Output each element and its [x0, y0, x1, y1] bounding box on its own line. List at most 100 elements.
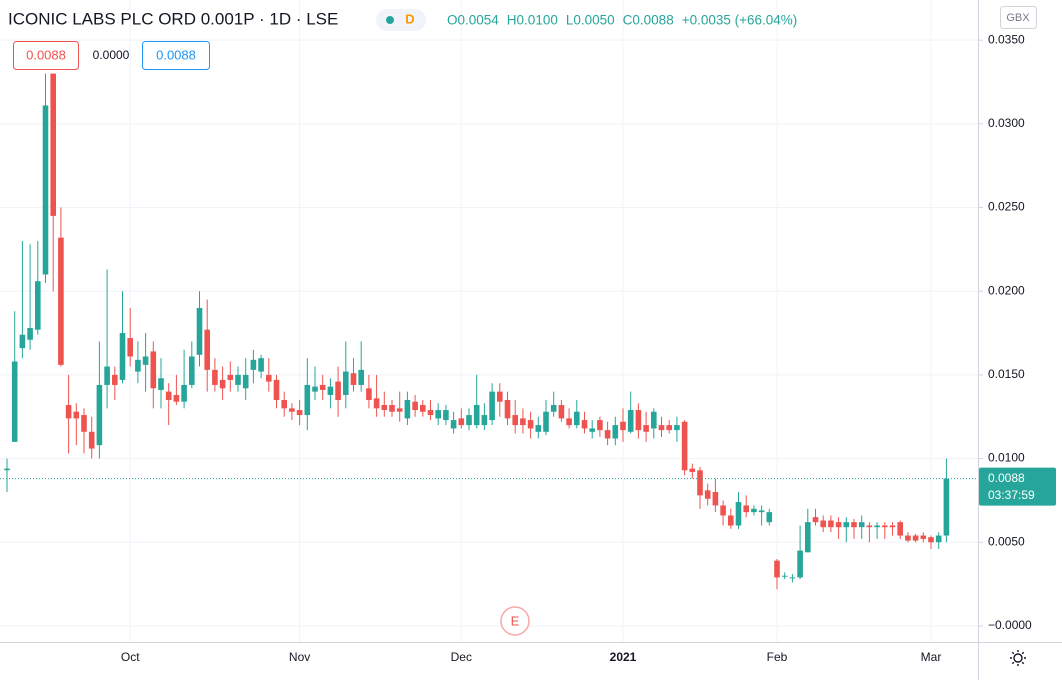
candle-body — [512, 415, 518, 426]
candle-body — [943, 478, 950, 536]
candle-body — [219, 379, 226, 389]
candle-body — [774, 560, 780, 578]
x-tick-label: Oct — [121, 650, 140, 664]
candle-body — [42, 105, 49, 275]
candle-body — [4, 468, 10, 471]
indicator-value: 0.0088 — [156, 47, 196, 62]
y-tick-label: 0.0150 — [988, 367, 1025, 381]
badge: D — [405, 11, 414, 26]
candle-body — [119, 333, 126, 380]
candle-body — [504, 399, 511, 419]
candle-body — [150, 351, 157, 389]
candle-body — [196, 307, 203, 355]
candle-body — [843, 522, 850, 528]
candle-body — [635, 410, 642, 431]
candle-body — [466, 415, 472, 426]
candle-body — [612, 425, 619, 439]
candle-body — [666, 425, 672, 431]
candle-body — [574, 411, 580, 426]
candle-body — [381, 405, 388, 411]
candle-body — [481, 415, 488, 426]
indicator-box[interactable] — [13, 41, 79, 70]
candle-body — [797, 550, 803, 578]
candle-body — [73, 411, 80, 419]
candle-body — [851, 522, 857, 528]
x-tick-label: 2021 — [610, 650, 637, 664]
candle-body — [905, 535, 911, 541]
candle-body — [165, 391, 172, 400]
status-dot — [386, 16, 394, 24]
ohlc-legend: O0.0054 H0.0100 L0.0050 C0.0088 +0.0035 (+66… — [447, 13, 797, 28]
candle-body — [11, 361, 18, 442]
candle-body — [443, 410, 449, 421]
candle-body — [489, 391, 495, 421]
candle-body — [874, 525, 880, 528]
earnings-marker[interactable] — [500, 606, 530, 636]
candle-body — [781, 575, 788, 577]
candle-body — [258, 358, 264, 372]
candle-body — [181, 384, 187, 402]
candle-body — [327, 386, 334, 395]
ohlc-legend-item: L0.0050 — [566, 13, 615, 28]
y-tick-label: 0.0300 — [988, 116, 1025, 130]
candle-body — [751, 508, 757, 513]
candle-body — [620, 421, 626, 431]
candle-body — [404, 399, 411, 419]
candle-body — [65, 405, 72, 419]
candle-body — [712, 492, 719, 506]
candle-body — [543, 411, 549, 432]
badge-pill[interactable] — [376, 9, 426, 31]
candle-body — [674, 425, 680, 431]
settings-icon[interactable] — [1010, 650, 1026, 666]
candle-body — [820, 520, 826, 528]
x-tick-label: Dec — [451, 650, 472, 664]
candle-body — [58, 237, 64, 365]
x-tick-label: Feb — [767, 650, 788, 664]
candle-body — [458, 418, 465, 426]
candle-body — [250, 359, 257, 370]
indicator-value: 0.0088 — [26, 47, 66, 62]
candle-body — [189, 356, 195, 385]
y-tick-label: 0.0100 — [988, 451, 1025, 465]
candle-body — [366, 388, 372, 400]
y-tick-label: 0.0050 — [988, 534, 1025, 548]
axes: 0.0350 0.0300 0.0250 0.0200 0.0150 0.0100 0.00… — [121, 32, 1056, 664]
candle-body — [743, 505, 749, 513]
candle-body — [897, 522, 903, 536]
candle-body — [242, 374, 249, 389]
candle-body — [142, 356, 149, 365]
candle-body — [312, 386, 318, 392]
candle-body — [235, 374, 241, 385]
candle-body — [266, 374, 272, 382]
candle-body — [281, 399, 287, 409]
candle-body — [828, 520, 834, 528]
candle-body — [396, 408, 403, 412]
candle-body — [805, 522, 811, 553]
candle-body — [689, 468, 696, 472]
candle-body — [866, 525, 873, 528]
candle-body — [473, 405, 480, 426]
candle-body — [127, 338, 133, 357]
candle-body — [935, 535, 942, 543]
y-tick-label: 0.0350 — [988, 32, 1025, 46]
grid — [0, 0, 978, 642]
candle-body — [882, 525, 888, 528]
candle-body — [928, 537, 934, 543]
candle-body — [651, 411, 657, 429]
indicator-value: 0.0000 — [93, 48, 130, 62]
candle-body — [343, 371, 349, 395]
candle-body — [212, 369, 218, 385]
ohlc-legend-item: C0.0088 — [623, 13, 674, 28]
candle-body — [581, 420, 588, 429]
candle-body — [227, 374, 234, 380]
price-tag-label: 0.0088 — [988, 471, 1025, 485]
indicator-box[interactable] — [142, 41, 210, 70]
candle-body — [558, 405, 565, 419]
candle-body — [789, 577, 796, 579]
y-tick-label: 0.0200 — [988, 283, 1025, 297]
candle-body — [35, 281, 41, 330]
currency-box[interactable] — [1000, 6, 1037, 29]
candle-body — [589, 428, 595, 432]
candle-body — [497, 391, 503, 402]
